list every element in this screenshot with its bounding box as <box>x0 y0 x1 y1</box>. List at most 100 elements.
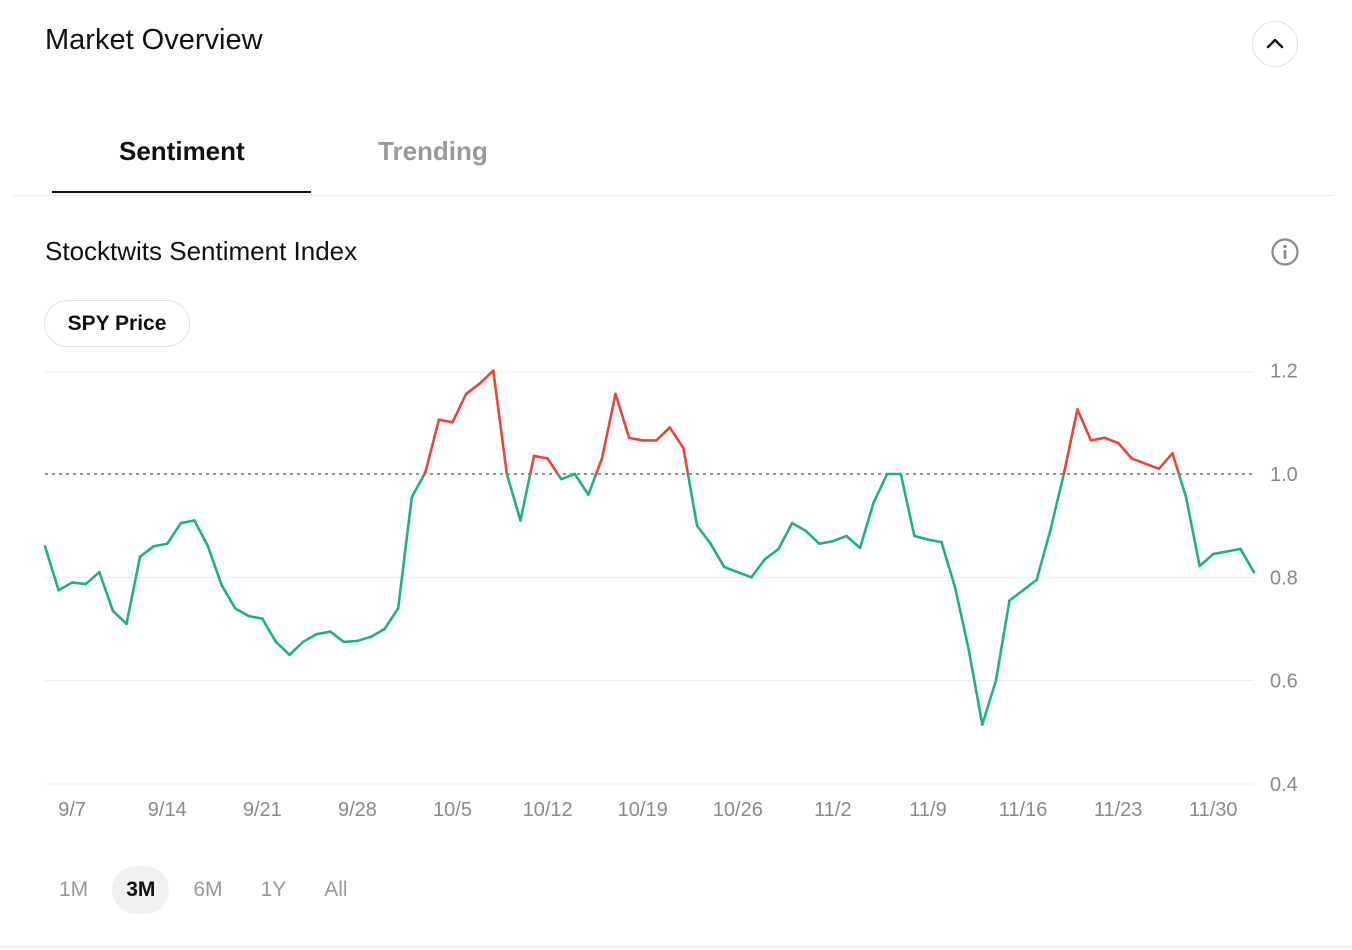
line-segment <box>1225 547 1242 553</box>
line-segment <box>736 570 753 579</box>
line-segment <box>437 418 454 424</box>
line-segment <box>587 472 598 496</box>
line-segment <box>315 630 332 636</box>
range-selector: 1M 3M 6M 1Y All <box>45 866 362 914</box>
line-segment <box>831 534 848 543</box>
line-segment <box>1035 529 1052 582</box>
line-segment <box>261 617 278 644</box>
range-all[interactable]: All <box>324 878 348 901</box>
line-segment <box>750 557 767 579</box>
line-segment <box>410 472 426 499</box>
line-segment <box>1144 462 1161 471</box>
line-segment <box>967 648 984 726</box>
chevron-up-icon <box>1266 38 1284 49</box>
line-segment <box>668 426 685 450</box>
tab-sentiment[interactable]: Sentiment <box>119 136 245 166</box>
line-segment <box>138 545 155 558</box>
sentiment-line <box>43 369 1256 726</box>
line-segment <box>165 521 183 546</box>
line-segment <box>627 436 645 442</box>
x-tick-label: 11/16 <box>999 799 1048 821</box>
range-3m[interactable]: 3M <box>112 866 170 914</box>
line-segment <box>369 627 386 639</box>
line-segment <box>301 632 318 644</box>
y-tick-label: 1.2 <box>1270 361 1298 383</box>
line-segment <box>152 542 169 548</box>
line-segment <box>722 565 740 574</box>
x-tick-label: 11/23 <box>1094 799 1143 821</box>
line-segment <box>505 472 522 522</box>
section-title: Stocktwits Sentiment Index <box>45 236 358 266</box>
x-tick-label: 9/14 <box>148 799 187 821</box>
line-segment <box>1239 547 1256 574</box>
x-tick-label: 9/21 <box>243 799 282 821</box>
line-segment <box>233 607 251 618</box>
divider <box>0 946 1352 948</box>
line-segment <box>899 472 916 538</box>
spy-price-toggle[interactable]: SPY Price <box>44 300 190 347</box>
line-segment <box>1184 495 1201 568</box>
line-segment <box>193 519 210 548</box>
line-segment <box>98 570 115 613</box>
line-segment <box>926 538 943 544</box>
x-tick-label: 11/30 <box>1189 799 1238 821</box>
line-segment <box>981 679 998 726</box>
collapse-button[interactable] <box>1252 21 1298 67</box>
chart-grid <box>45 371 1254 785</box>
line-segment <box>1048 472 1066 533</box>
x-tick-label: 10/12 <box>523 799 573 821</box>
x-tick-label: 11/2 <box>814 799 851 821</box>
x-axis-ticks: 9/7 9/14 9/21 9/28 10/5 10/12 10/19 10/26 11/2 11… <box>58 799 1237 821</box>
range-6m[interactable]: 6M <box>193 878 223 901</box>
line-segment <box>546 457 560 476</box>
line-segment <box>594 457 604 476</box>
line-segment <box>858 501 875 550</box>
info-icon[interactable] <box>1270 237 1300 267</box>
line-segment <box>342 639 359 644</box>
line-segment <box>559 472 577 481</box>
y-axis-ticks: 1.2 1.0 0.8 0.6 0.4 <box>1270 361 1298 796</box>
line-segment <box>57 581 74 592</box>
line-segment <box>491 369 509 476</box>
y-tick-label: 0.8 <box>1270 567 1298 589</box>
line-segment <box>940 540 957 589</box>
line-segment <box>1211 550 1229 556</box>
line-segment <box>328 630 346 644</box>
line-segment <box>1130 457 1147 465</box>
line-segment <box>424 418 441 474</box>
line-segment <box>994 599 1011 682</box>
sentiment-chart: 1.2 1.0 0.8 0.6 0.4 9/7 9/14 9/21 9/28 10/5 10/12… <box>43 361 1298 821</box>
range-1m[interactable]: 1M <box>59 878 89 901</box>
line-segment <box>356 635 373 643</box>
line-segment <box>84 570 101 586</box>
line-segment <box>790 521 808 533</box>
range-1y[interactable]: 1Y <box>260 878 287 901</box>
page-title: Market Overview <box>45 24 263 56</box>
tab-trending[interactable]: Trending <box>378 136 488 166</box>
line-segment <box>247 614 264 620</box>
line-segment <box>43 545 60 592</box>
line-segment <box>600 392 617 460</box>
line-segment <box>396 495 414 610</box>
line-segment <box>220 583 237 610</box>
line-segment <box>1089 436 1106 442</box>
y-tick-label: 1.0 <box>1270 464 1298 486</box>
line-segment <box>1198 552 1215 568</box>
line-segment <box>1076 408 1093 442</box>
line-segment <box>654 426 672 442</box>
tab-bar: Sentiment Trending <box>12 120 1334 196</box>
line-segment <box>709 542 726 569</box>
line-segment <box>125 555 142 626</box>
line-segment <box>695 524 712 546</box>
line-segment <box>1116 441 1134 460</box>
x-tick-label: 10/26 <box>713 799 763 821</box>
line-segment <box>763 547 780 561</box>
line-segment <box>953 586 971 651</box>
line-segment <box>872 472 889 504</box>
line-segment <box>1008 588 1025 602</box>
line-segment <box>70 581 88 586</box>
line-segment <box>532 454 549 460</box>
line-segment <box>573 472 590 496</box>
line-segment <box>1021 578 1038 592</box>
line-segment <box>288 640 305 657</box>
